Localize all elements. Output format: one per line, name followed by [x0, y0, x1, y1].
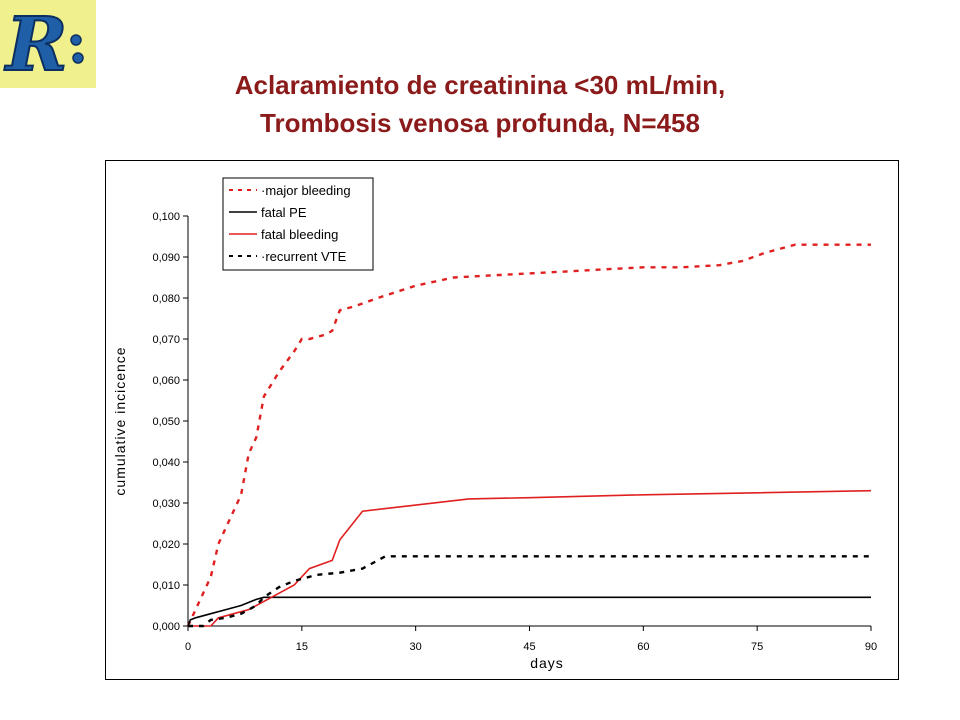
logo-r-icon: R	[3, 1, 84, 88]
legend-box	[222, 177, 374, 271]
x-tick-label: 0	[185, 641, 191, 653]
y-tick-label: 0,020	[152, 539, 180, 551]
legend-label: ·major bleeding	[261, 183, 351, 198]
y-tick-label: 0,080	[152, 293, 180, 305]
slide-title-line-1: Aclaramiento de creatinina <30 mL/min,	[234, 70, 726, 100]
x-tick-label: 60	[637, 641, 649, 653]
y-tick-label: 0,010	[152, 580, 180, 592]
y-ticks: 0,000 0,010 0,020 0,030 0,040 0,050 0,060 0,070…	[152, 211, 188, 633]
logo-letter: R	[4, 2, 68, 88]
axes	[187, 216, 871, 627]
legend: ·major bleeding fatal PE fatal bleeding ·re…	[222, 177, 374, 271]
y-tick-label: 0,040	[152, 457, 180, 469]
logo: R	[0, 0, 96, 88]
x-tick-label: 30	[410, 641, 422, 653]
x-tick-label: 75	[751, 641, 763, 653]
series-layer	[186, 243, 872, 628]
series-line-recurrent-vte	[188, 555, 871, 628]
y-tick-label: 0,060	[152, 375, 180, 387]
y-tick-label: 0,000	[152, 621, 180, 633]
y-tick-label: 0,090	[152, 252, 180, 264]
y-tick-label: 0,070	[152, 334, 180, 346]
y-tick-label: 0,050	[152, 416, 180, 428]
legend-label: fatal PE	[261, 205, 307, 220]
x-tick-label: 90	[865, 641, 877, 653]
chart-frame: 0,000 0,010 0,020 0,030 0,040 0,050 0,060 0,070…	[105, 160, 899, 680]
series-line-fatal-bleeding	[188, 489, 872, 627]
slide-title-line-2: Trombosis venosa profunda, N=458	[260, 108, 700, 138]
x-tick-label: 15	[296, 641, 308, 653]
series-line-fatal-pe	[187, 596, 871, 627]
x-tick-label: 45	[523, 641, 535, 653]
x-ticks: 0 15 30 45 60 75 90	[185, 626, 877, 653]
legend-label: fatal bleeding	[261, 227, 338, 242]
cumulative-incidence-chart: 0,000 0,010 0,020 0,030 0,040 0,050 0,060 0,070…	[112, 177, 877, 671]
y-tick-label: 0,030	[152, 498, 180, 510]
series-line-major-bleeding	[186, 243, 871, 627]
y-tick-label: 0,100	[152, 211, 180, 223]
y-axis-title: cumulative incicence	[112, 346, 128, 495]
slide-title: Aclaramiento de creatinina <30 mL/min, T…	[120, 66, 840, 142]
x-axis-title: days	[530, 655, 564, 671]
legend-label: ·recurrent VTE	[261, 249, 347, 264]
